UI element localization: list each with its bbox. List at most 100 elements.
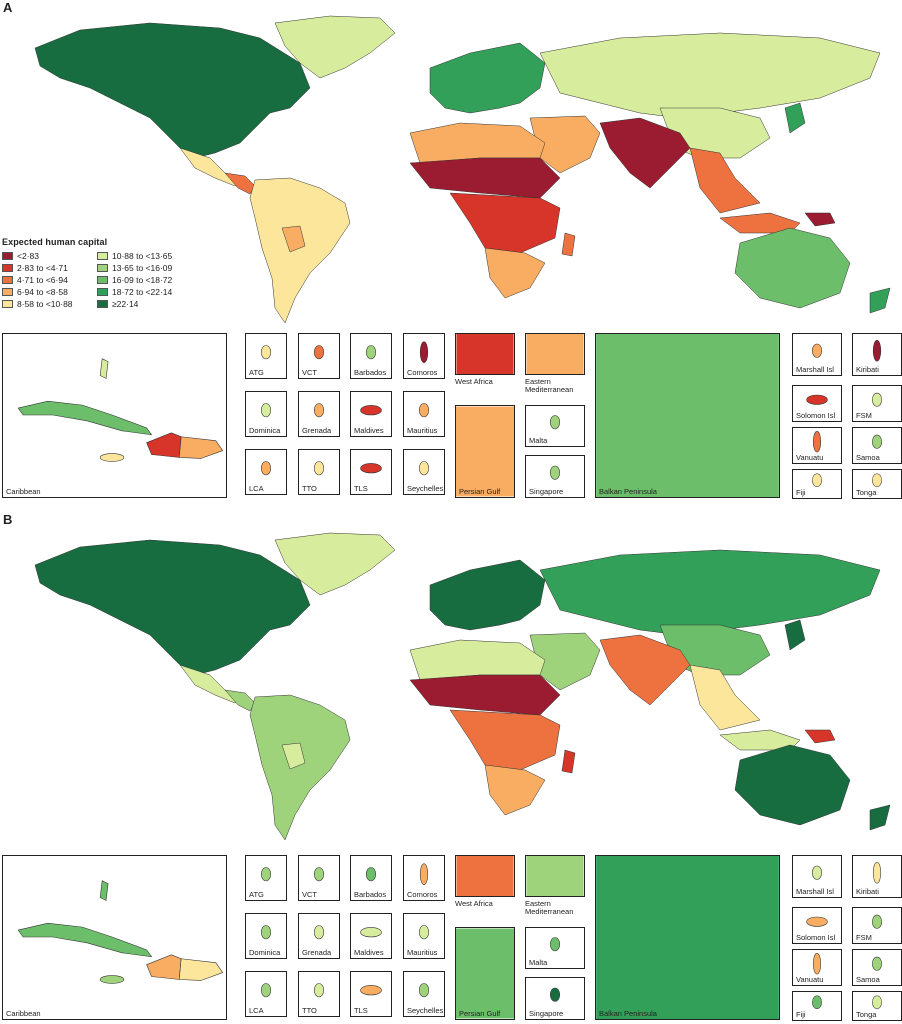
- region-south-america: [249, 177, 351, 324]
- legend-swatch: [97, 263, 108, 272]
- region-north-america: [34, 539, 311, 676]
- region-south-asia: [599, 117, 691, 189]
- inset-shape: [456, 406, 514, 497]
- inset-shape: [549, 987, 561, 1002]
- inset-shape: [418, 461, 430, 476]
- inset-shape: [418, 925, 430, 940]
- inset-label: Mauritius: [407, 425, 438, 435]
- inset-solomon: Solomon Isl: [792, 385, 842, 422]
- panel-label-b: B: [3, 512, 13, 527]
- inset-shape: [360, 985, 382, 996]
- inset-label: Tonga: [856, 487, 877, 497]
- inset-shape: [360, 927, 382, 938]
- inset-label: VCT: [302, 367, 317, 377]
- inset-atg: ATG: [245, 855, 287, 901]
- inset-tonga: Tonga: [852, 469, 902, 499]
- inset-shape: [260, 925, 272, 940]
- legend-swatch: [2, 263, 13, 272]
- inset-eastern-med: [525, 855, 585, 897]
- inset-label: Grenada: [302, 425, 332, 435]
- inset-shape: [812, 953, 822, 975]
- inset-tls: TLS: [350, 971, 392, 1017]
- inset-fsm: FSM: [852, 907, 902, 944]
- inset-fiji: Fiji: [792, 991, 842, 1021]
- inset-shape: [872, 339, 882, 362]
- world-map-a: [34, 15, 891, 324]
- region-southern-africa: [484, 764, 546, 816]
- inset-comoros: Comoros: [403, 855, 445, 901]
- inset-label: Marshall Isl: [796, 364, 834, 374]
- legend-label: 16·09 to <18·72: [112, 274, 173, 285]
- inset-shape: [360, 463, 382, 474]
- inset-label: Singapore: [529, 486, 564, 496]
- inset-label: Fiji: [796, 487, 806, 497]
- inset-shape: [313, 403, 325, 418]
- legend-title: Expected human capital: [2, 237, 108, 247]
- inset-shape: [260, 867, 272, 882]
- inset-caribbean: Caribbean: [2, 855, 227, 1020]
- inset-balkan: Balkan Peninsula: [595, 855, 780, 1020]
- region-russia-asia: [539, 549, 881, 636]
- inset-dominica: Dominica: [245, 391, 287, 437]
- inset-persian-gulf: Persian Gulf: [455, 405, 515, 498]
- inset-samoa: Samoa: [852, 949, 902, 986]
- inset-shape: [871, 392, 883, 407]
- legend-item: 10·88 to <13·65: [97, 250, 197, 261]
- legend-swatch: [97, 299, 108, 308]
- inset-grenada: Grenada: [298, 391, 340, 437]
- inset-label: TTO: [302, 483, 317, 493]
- inset-shape: [17, 358, 224, 462]
- legend-label: 10·88 to <13·65: [112, 250, 173, 261]
- inset-shape: [360, 405, 382, 416]
- inset-label: Marshall Isl: [796, 886, 834, 896]
- inset-label: Barbados: [354, 367, 387, 377]
- legend-swatch: [97, 275, 108, 284]
- inset-label: Comoros: [407, 889, 438, 899]
- inset-vct: VCT: [298, 333, 340, 379]
- inset-marshall: Marshall Isl: [792, 855, 842, 898]
- inset-shape: [456, 928, 514, 1019]
- inset-lca: LCA: [245, 971, 287, 1017]
- region-png: [804, 212, 836, 227]
- inset-shape: [526, 856, 584, 896]
- legend-label: <2·83: [17, 250, 39, 261]
- inset-label: Balkan Peninsula: [599, 1008, 657, 1018]
- inset-shape: [872, 995, 882, 1010]
- inset-seychelles: Seychelles: [403, 971, 445, 1017]
- inset-shape: [418, 403, 430, 418]
- inset-barbados: Barbados: [350, 855, 392, 901]
- inset-shape: [812, 473, 822, 488]
- region-north-africa: [409, 639, 546, 681]
- inset-shape: [313, 867, 325, 882]
- inset-label: Malta: [529, 435, 548, 445]
- inset-label: Dominica: [249, 425, 281, 435]
- legend-grid: <2·83 10·88 to <13·65 2·83 to <4·71 13·65 t…: [2, 250, 202, 309]
- inset-vanuatu: Vanuatu: [792, 427, 842, 464]
- inset-label: ATG: [249, 889, 264, 899]
- inset-shape: [872, 861, 882, 884]
- inset-shape: [418, 983, 430, 998]
- inset-label: TTO: [302, 1005, 317, 1015]
- region-southern-africa: [484, 247, 546, 299]
- region-madagascar: [561, 749, 576, 774]
- inset-label: Kiribati: [856, 364, 879, 374]
- inset-shape: [806, 394, 828, 405]
- legend-label: 4·71 to <6·94: [17, 274, 68, 285]
- region-bolivia: [281, 225, 306, 253]
- legend-swatch: [2, 287, 13, 296]
- legend-swatch: [2, 299, 13, 308]
- inset-grenada: Grenada: [298, 913, 340, 959]
- legend: Expected human capital <2·83 10·88 to <13…: [2, 237, 202, 309]
- legend-item: 13·65 to <16·09: [97, 263, 197, 273]
- inset-shape: [812, 431, 822, 453]
- inset-shape: [871, 434, 883, 449]
- inset-label: Grenada: [302, 947, 332, 957]
- inset-eastern-med: [525, 333, 585, 375]
- inset-shape: [260, 983, 272, 998]
- region-new-zealand: [869, 804, 891, 831]
- inset-label: Vanuatu: [796, 974, 824, 984]
- inset-label: VCT: [302, 889, 317, 899]
- inset-shape: [549, 415, 561, 430]
- inset-atg: ATG: [245, 333, 287, 379]
- region-bolivia: [281, 742, 306, 770]
